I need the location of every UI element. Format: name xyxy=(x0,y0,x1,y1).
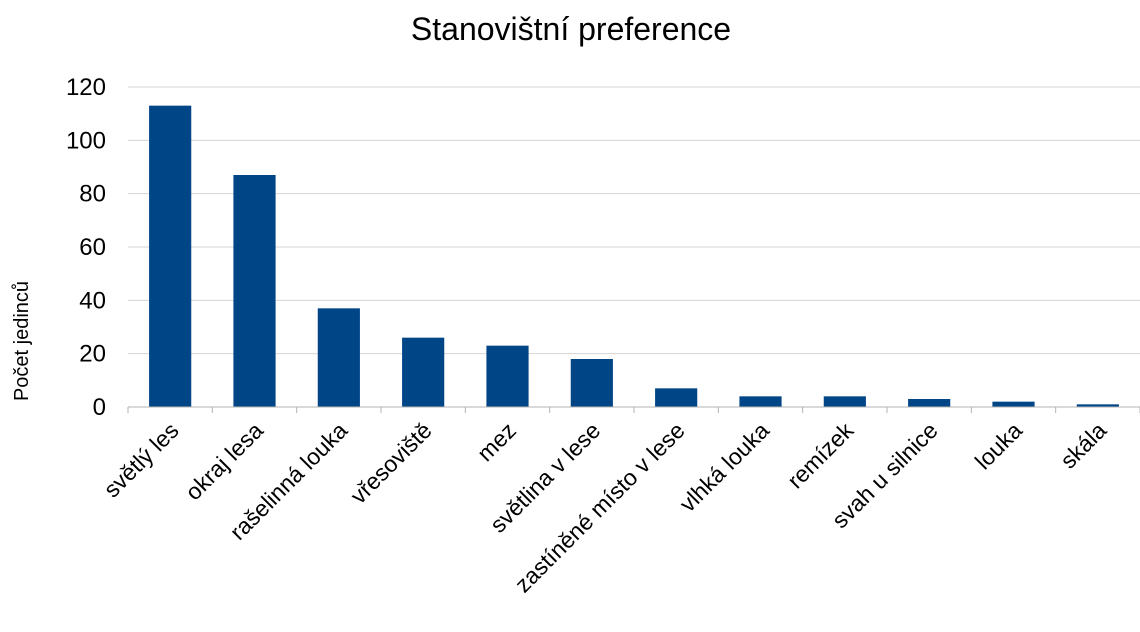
bar xyxy=(655,388,698,407)
y-tick-label: 0 xyxy=(93,394,106,421)
category-label: skála xyxy=(1055,417,1111,473)
y-tick-label: 40 xyxy=(79,287,106,314)
y-tick-labels: 0 20 40 60 80 100 120 xyxy=(66,74,106,421)
category-label: louka xyxy=(970,417,1027,474)
y-axis-label: Počet jedinců xyxy=(11,281,33,401)
category-label: zastíněné místo v lese xyxy=(510,417,690,597)
x-axis xyxy=(127,406,1140,413)
gridlines xyxy=(128,86,1140,355)
bar xyxy=(908,399,951,407)
y-tick-label: 80 xyxy=(79,181,106,208)
category-label: vřesoviště xyxy=(345,417,437,509)
bar xyxy=(402,337,445,407)
category-label: okraj lesa xyxy=(180,417,268,505)
category-label: mez xyxy=(472,417,521,466)
bar xyxy=(233,175,276,407)
bar xyxy=(992,401,1035,407)
bar xyxy=(317,308,360,407)
y-tick-label: 20 xyxy=(79,341,106,368)
bar xyxy=(486,345,529,407)
bar xyxy=(739,396,782,407)
category-label: remízek xyxy=(782,417,859,494)
bar xyxy=(570,359,613,407)
category-label: světlý les xyxy=(98,417,183,502)
y-tick-label: 120 xyxy=(66,74,106,101)
category-label: vlhká louka xyxy=(674,417,774,517)
y-tick-label: 100 xyxy=(66,127,106,154)
bar xyxy=(823,396,866,407)
chart-title: Stanovištní preference xyxy=(411,11,731,47)
bar xyxy=(149,105,192,408)
bars xyxy=(149,105,1119,408)
bar xyxy=(1076,404,1119,407)
y-tick-label: 60 xyxy=(79,234,106,261)
